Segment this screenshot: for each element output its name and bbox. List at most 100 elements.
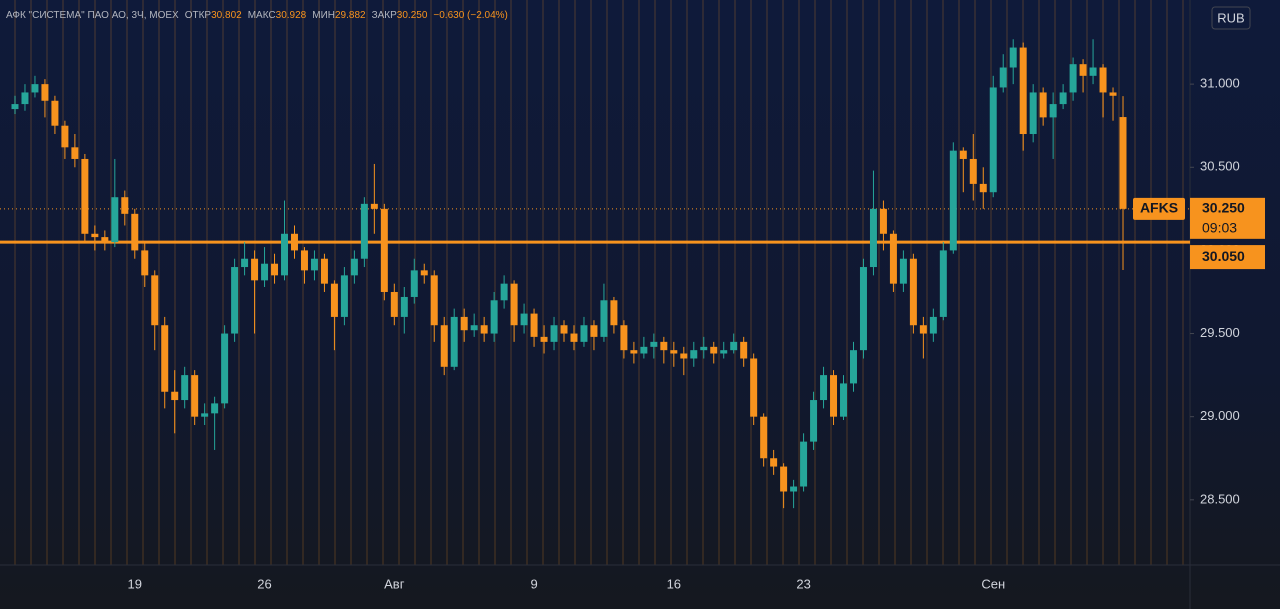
candle-body — [101, 237, 109, 243]
candle-body — [919, 325, 927, 334]
candle-body — [231, 267, 239, 334]
candle-body — [660, 341, 668, 351]
candle-body — [889, 233, 897, 284]
symbol-box — [1133, 197, 1185, 220]
candle-body — [330, 283, 338, 317]
price-level-box — [1190, 245, 1265, 270]
x-tick-label: 26 — [257, 576, 271, 591]
candle-body — [221, 333, 229, 404]
candle-body — [31, 84, 39, 93]
candle-body — [251, 258, 259, 281]
candle-body — [770, 458, 778, 467]
candle-body — [700, 346, 708, 351]
candle-body — [11, 104, 19, 110]
y-tick-label: 31.000 — [1200, 76, 1240, 91]
candle-body — [879, 208, 887, 234]
candle-body — [121, 197, 129, 214]
y-tick-label: 28.500 — [1200, 491, 1240, 506]
candle-body — [670, 350, 678, 354]
candle-body — [750, 358, 758, 417]
candle-body — [969, 158, 977, 184]
candle-body — [71, 147, 79, 159]
y-tick-label: 29.500 — [1200, 325, 1240, 340]
header-field-value: 29.882 — [335, 10, 366, 21]
candle-body — [929, 316, 937, 334]
candle-body — [61, 125, 69, 148]
candle-body — [899, 258, 907, 284]
symbol-label: AFKS — [1140, 200, 1178, 216]
candle-body — [350, 258, 358, 276]
candle-body — [81, 158, 89, 234]
currency[interactable]: RUB — [1217, 10, 1244, 25]
candle-body — [21, 92, 29, 105]
candle-body — [680, 353, 688, 359]
candle-body — [600, 300, 608, 337]
x-tick-label: 23 — [796, 576, 810, 591]
candle-body — [959, 150, 967, 159]
candle-body — [111, 197, 119, 243]
candle-body — [440, 325, 448, 367]
header-field-value: 30.928 — [276, 10, 307, 21]
currency-box[interactable] — [1211, 6, 1251, 30]
candle-body — [820, 375, 828, 401]
candle-body — [1119, 117, 1127, 209]
candle-body — [1089, 67, 1097, 76]
candle-body — [400, 296, 408, 317]
candle-body — [171, 391, 179, 401]
candle-body — [1099, 67, 1107, 93]
candle-body — [830, 375, 838, 417]
header-change: −0.630 (−2.04%) — [433, 10, 508, 21]
candle-body — [1049, 104, 1057, 118]
candle-body — [370, 203, 378, 209]
candle-body — [530, 313, 538, 337]
header-field-label: ОТКР — [185, 10, 212, 21]
candle-body — [1039, 92, 1047, 118]
candle-body — [760, 416, 768, 459]
candle-body — [939, 250, 947, 317]
candle-body — [810, 400, 818, 442]
candle-body — [420, 270, 428, 276]
candle-body — [340, 275, 348, 317]
candle-body — [241, 258, 249, 268]
candle-body — [999, 67, 1007, 88]
last-price-box — [1190, 197, 1265, 239]
candle-body — [410, 270, 418, 297]
candle-body — [560, 325, 568, 334]
header-field-value: 30.802 — [211, 10, 242, 21]
candle-body — [191, 375, 199, 417]
candle-body — [690, 350, 698, 359]
candle-body — [989, 87, 997, 193]
candle-body — [320, 258, 328, 284]
x-tick-label: 16 — [667, 576, 681, 591]
candle-body — [740, 341, 748, 359]
candle-body — [310, 258, 318, 271]
header-field-label: ЗАКР — [372, 10, 398, 21]
candle-body — [41, 84, 49, 101]
candle-body — [201, 413, 209, 417]
candle-body — [141, 250, 149, 276]
candle-body — [390, 291, 398, 317]
candle-body — [710, 346, 718, 354]
candle-body — [640, 346, 648, 354]
candle-body — [290, 233, 298, 251]
price-level-label: 30.050 — [1202, 248, 1245, 264]
candle-body — [380, 208, 388, 292]
candle-body — [91, 233, 99, 238]
candle-body — [1069, 64, 1077, 93]
header-field-label: МИН — [312, 10, 335, 21]
candle-body — [181, 375, 189, 401]
candle-body — [580, 325, 588, 342]
candle-body — [1009, 47, 1017, 68]
candle-body — [490, 300, 498, 334]
candle-body — [520, 313, 528, 326]
candle-body — [720, 350, 728, 354]
candle-body — [570, 333, 578, 342]
candle-body — [271, 263, 279, 276]
candle-body — [780, 466, 788, 492]
candle-body — [131, 213, 139, 251]
candle-body — [1059, 92, 1067, 105]
candle-body — [620, 325, 628, 351]
candle-body — [480, 325, 488, 334]
x-tick-label: 19 — [128, 576, 142, 591]
header-field-value: 30.250 — [397, 10, 428, 21]
